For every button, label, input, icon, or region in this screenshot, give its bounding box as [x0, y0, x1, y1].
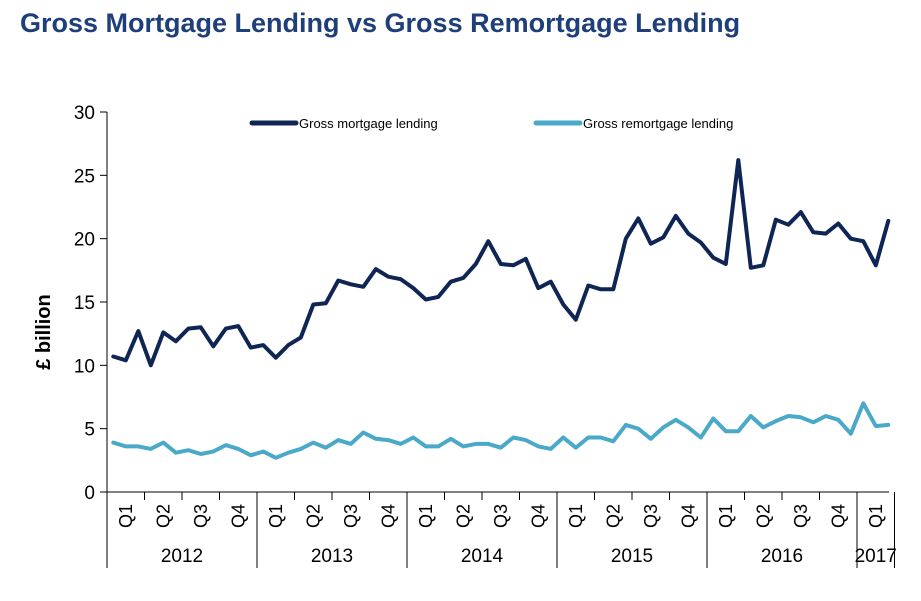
x-quarter-label: Q2: [603, 504, 623, 528]
y-tick-label: 25: [74, 166, 95, 187]
series-line-gross-remortgage-lending: [111, 401, 891, 460]
chart-title: Gross Mortgage Lending vs Gross Remortga…: [20, 8, 741, 38]
y-tick-label: 10: [74, 356, 95, 377]
x-quarter-label: Q1: [116, 504, 136, 528]
x-quarter-label: Q1: [716, 504, 736, 528]
x-quarter-label: Q3: [491, 504, 511, 528]
x-quarter-label: Q1: [266, 504, 286, 528]
x-quarter-label: Q2: [303, 504, 323, 528]
x-quarter-label: Q2: [753, 504, 773, 528]
x-quarter-label: Q4: [228, 504, 248, 528]
y-tick-label: 30: [74, 103, 95, 124]
x-quarter-label: Q1: [416, 504, 436, 528]
y-tick-label: 20: [74, 230, 95, 251]
x-year-label: 2017: [855, 546, 897, 567]
x-year-label: 2013: [311, 546, 353, 567]
x-quarter-label: Q4: [678, 504, 698, 528]
y-tick-label: 5: [84, 420, 95, 441]
series-layer: [111, 158, 891, 460]
chart-legend: Gross mortgage lending Gross remortgage l…: [249, 116, 733, 131]
x-quarter-label: Q2: [153, 504, 173, 528]
x-year-label: 2016: [761, 546, 803, 567]
x-quarter-label: Q2: [453, 504, 473, 528]
x-quarter-label: Q1: [866, 504, 886, 528]
x-quarter-label: Q4: [378, 504, 398, 528]
x-quarter-label: Q1: [566, 504, 586, 528]
chart-axes: 0 5 10 15 20 25 30 Q1 Q2 Q3 Q4 2012 Q1 Q2 Q3 Q4 2013 Q1 Q2…: [74, 103, 897, 568]
x-year-label: 2012: [161, 546, 203, 567]
x-quarter-label: Q3: [341, 504, 361, 528]
legend-label: Gross mortgage lending: [299, 116, 438, 131]
x-year-label: 2015: [611, 546, 653, 567]
y-tick-label: 0: [84, 483, 95, 504]
x-quarter-label: Q3: [791, 504, 811, 528]
x-quarter-label: Q4: [528, 504, 548, 528]
x-quarter-label: Q3: [191, 504, 211, 528]
x-quarter-label: Q3: [641, 504, 661, 528]
x-quarter-label: Q4: [828, 504, 848, 528]
series-line-gross-mortgage-lending: [111, 158, 891, 368]
y-tick-label: 15: [74, 293, 95, 314]
legend-label: Gross remortgage lending: [583, 116, 733, 131]
y-axis-label: £ billion: [33, 294, 55, 370]
x-year-label: 2014: [461, 546, 504, 567]
